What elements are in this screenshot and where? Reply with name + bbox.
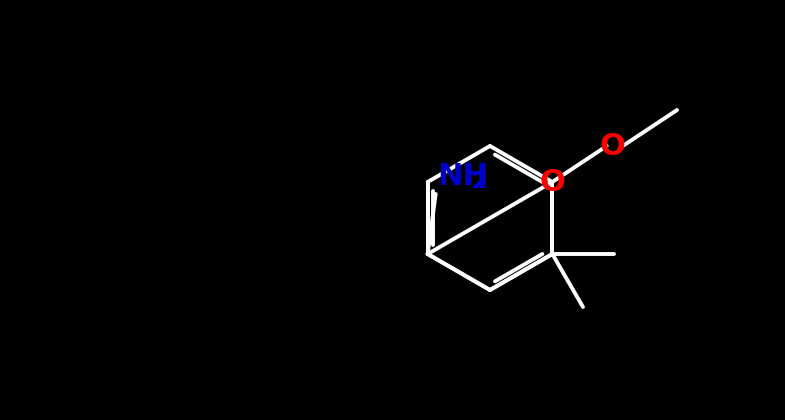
Text: 2: 2 [472,172,487,192]
Text: NH: NH [438,162,488,191]
Text: O: O [539,168,565,197]
Text: O: O [600,131,626,160]
